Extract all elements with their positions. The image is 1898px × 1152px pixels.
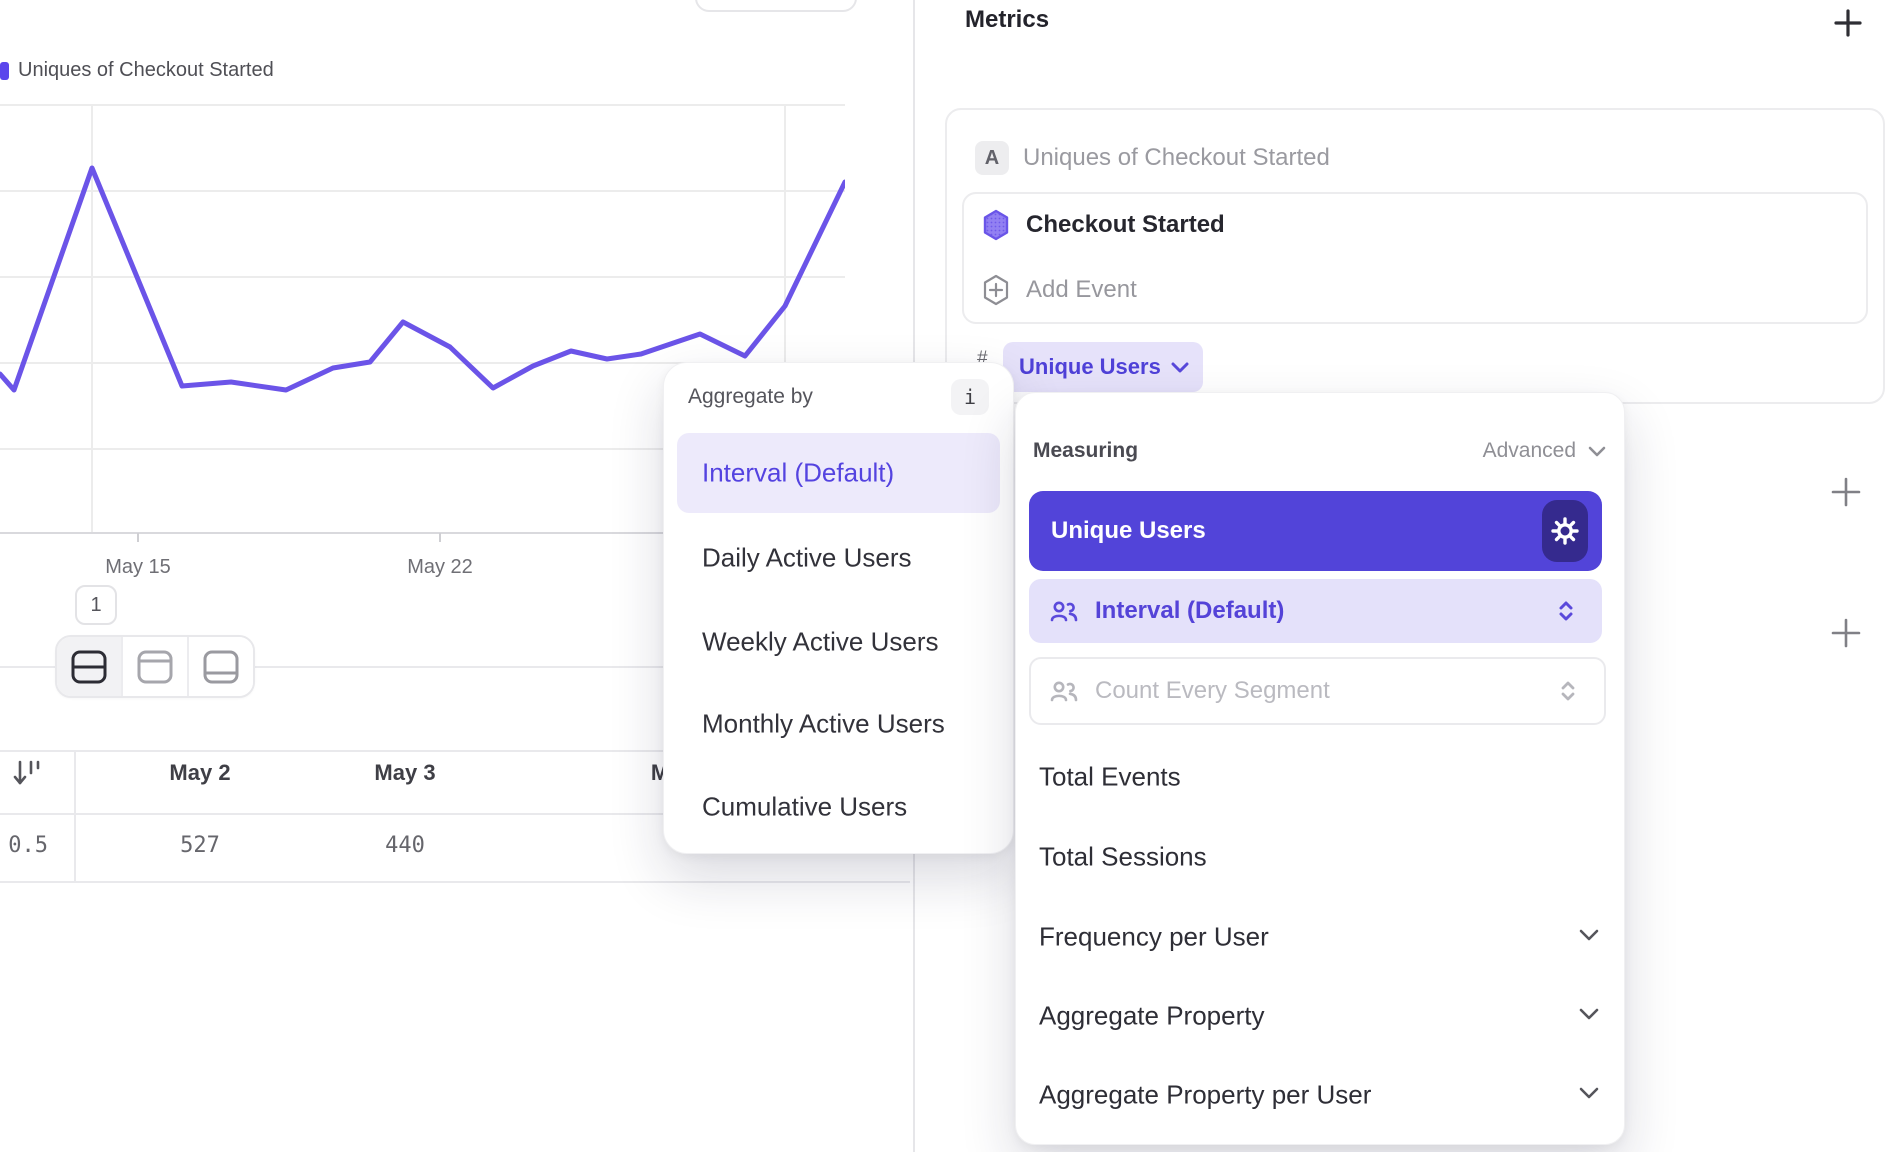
table-sort-icon[interactable] — [12, 757, 42, 794]
plus-icon — [1831, 618, 1861, 648]
event-card — [962, 192, 1868, 324]
measure-pill-label: Unique Users — [1019, 354, 1161, 379]
chevron-down-icon — [1588, 446, 1606, 457]
gear-icon — [1551, 517, 1579, 545]
x-axis-tick-may-22: May 22 — [407, 556, 473, 578]
add-event-label: Add Event — [1026, 276, 1137, 303]
aggregate-menu-item[interactable]: Daily Active Users — [702, 542, 912, 573]
users-icon — [1050, 681, 1078, 702]
advanced-dropdown[interactable]: Advanced — [1483, 439, 1606, 463]
measure-type-symbol: # — [977, 348, 988, 369]
chevrons-updown-icon — [1561, 681, 1575, 701]
chevron-down-icon — [1171, 362, 1189, 373]
aggregate-menu-item[interactable]: Weekly Active Users — [702, 626, 939, 657]
layout-top-button[interactable] — [121, 637, 187, 696]
measure-pill[interactable]: Unique Users — [1003, 342, 1203, 392]
aggregate-by-title: Aggregate by — [688, 385, 813, 408]
event-hexagon-icon — [983, 209, 1009, 241]
advanced-label: Advanced — [1482, 439, 1576, 462]
table-column-header[interactable]: May 3 — [374, 760, 436, 785]
table-bottom-border — [0, 881, 910, 883]
measuring-segment-row[interactable]: Count Every Segment — [1029, 657, 1606, 725]
event-name-label: Checkout Started — [1026, 211, 1225, 238]
measuring-menu-item[interactable]: Aggregate Property — [1039, 1000, 1265, 1031]
table-cell: 527 — [180, 833, 220, 858]
add-metric-button[interactable] — [1833, 8, 1863, 43]
x-axis-tick-may-15: May 15 — [105, 556, 171, 578]
chart-legend: Uniques of Checkout Started — [0, 59, 274, 82]
layout-bottom-button[interactable] — [187, 637, 253, 696]
layout-split-icon — [71, 650, 107, 683]
series-count-badge: 1 — [75, 585, 117, 625]
add-event-row[interactable]: Add Event — [982, 274, 1137, 306]
chevrons-updown-icon — [1559, 601, 1573, 621]
chevron-down-icon — [1579, 1007, 1599, 1025]
add-event-hexagon-icon — [983, 274, 1009, 306]
measuring-selected-label: Unique Users — [1051, 517, 1206, 544]
panel-section-divider — [0, 666, 910, 668]
aggregate-by-popup: Aggregate by i Interval (Default) Daily A… — [663, 362, 1014, 854]
table-row-label: 0.5 — [8, 833, 48, 858]
measuring-menu-item[interactable]: Total Events — [1039, 761, 1181, 792]
chevron-down-icon — [1579, 1086, 1599, 1104]
add-section-button-2[interactable] — [1829, 616, 1863, 655]
metric-letter-badge: A — [975, 141, 1009, 175]
aggregate-menu-item[interactable]: Cumulative Users — [702, 791, 908, 822]
measuring-menu-item[interactable]: Total Sessions — [1039, 841, 1207, 872]
table-column-divider — [74, 750, 76, 881]
settings-button[interactable] — [1542, 500, 1588, 562]
metric-name-label: Uniques of Checkout Started — [1023, 144, 1330, 171]
measuring-menu-item[interactable]: Aggregate Property per User — [1039, 1079, 1372, 1110]
layout-toggle-group — [55, 635, 255, 698]
measuring-interval-row[interactable]: Interval (Default) — [1029, 579, 1602, 643]
table-column-header[interactable]: May 2 — [169, 760, 231, 785]
add-section-button-1[interactable] — [1829, 475, 1863, 514]
event-row[interactable]: Checkout Started — [982, 209, 1225, 241]
measuring-option-unique-users[interactable]: Unique Users — [1029, 491, 1602, 571]
aggregate-menu-item[interactable]: Interval (Default) — [702, 457, 895, 488]
legend-series-marker — [0, 61, 9, 80]
chevron-down-icon — [1579, 928, 1599, 946]
layout-top-icon — [137, 650, 173, 683]
plus-icon — [1831, 477, 1861, 507]
metric-label-row[interactable]: A Uniques of Checkout Started — [975, 141, 1330, 175]
info-button[interactable]: i — [951, 379, 989, 415]
measuring-popup: Measuring Advanced Unique Users — [1015, 392, 1625, 1145]
measuring-interval-label: Interval (Default) — [1095, 597, 1285, 624]
legend-series-label: Uniques of Checkout Started — [18, 59, 274, 81]
measuring-menu-item[interactable]: Frequency per User — [1039, 921, 1269, 952]
line-chart — [0, 104, 845, 542]
info-icon: i — [963, 385, 977, 409]
measuring-segment-label: Count Every Segment — [1095, 677, 1330, 704]
table-cell: 440 — [385, 833, 425, 858]
table-top-border — [0, 750, 910, 752]
measuring-title: Measuring — [1033, 439, 1139, 462]
layout-split-button[interactable] — [57, 637, 121, 696]
aggregate-menu-item[interactable]: Monthly Active Users — [702, 708, 945, 739]
aggregate-selected-highlight — [677, 433, 1000, 513]
users-icon — [1050, 601, 1078, 622]
plus-icon — [1834, 9, 1862, 37]
table-header-border — [0, 813, 910, 815]
truncated-top-button[interactable] — [695, 0, 857, 12]
layout-bottom-icon — [203, 650, 239, 683]
metrics-header-title: Metrics — [965, 6, 1050, 33]
